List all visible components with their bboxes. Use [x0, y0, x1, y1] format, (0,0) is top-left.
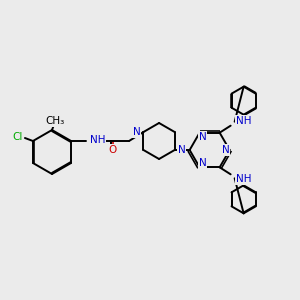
Text: NH: NH — [236, 116, 251, 126]
Text: N: N — [199, 132, 206, 142]
Text: N: N — [222, 145, 230, 155]
Text: NH: NH — [90, 135, 106, 145]
Text: CH₃: CH₃ — [45, 116, 64, 126]
Text: NH: NH — [90, 135, 106, 145]
Text: N: N — [178, 145, 185, 155]
Text: N: N — [199, 158, 206, 168]
Text: N: N — [222, 145, 230, 155]
Text: NH: NH — [236, 174, 251, 184]
Text: N: N — [133, 127, 140, 137]
Text: Cl: Cl — [13, 132, 23, 142]
Text: CH₃: CH₃ — [47, 116, 63, 125]
Text: N: N — [178, 145, 185, 155]
Text: N: N — [199, 132, 206, 142]
Text: N: N — [199, 158, 206, 168]
Text: Cl: Cl — [13, 132, 23, 142]
Text: NH: NH — [236, 116, 251, 126]
Text: NH: NH — [236, 174, 251, 184]
Text: O: O — [108, 145, 116, 155]
Text: O: O — [108, 145, 116, 155]
Text: N: N — [133, 127, 140, 137]
